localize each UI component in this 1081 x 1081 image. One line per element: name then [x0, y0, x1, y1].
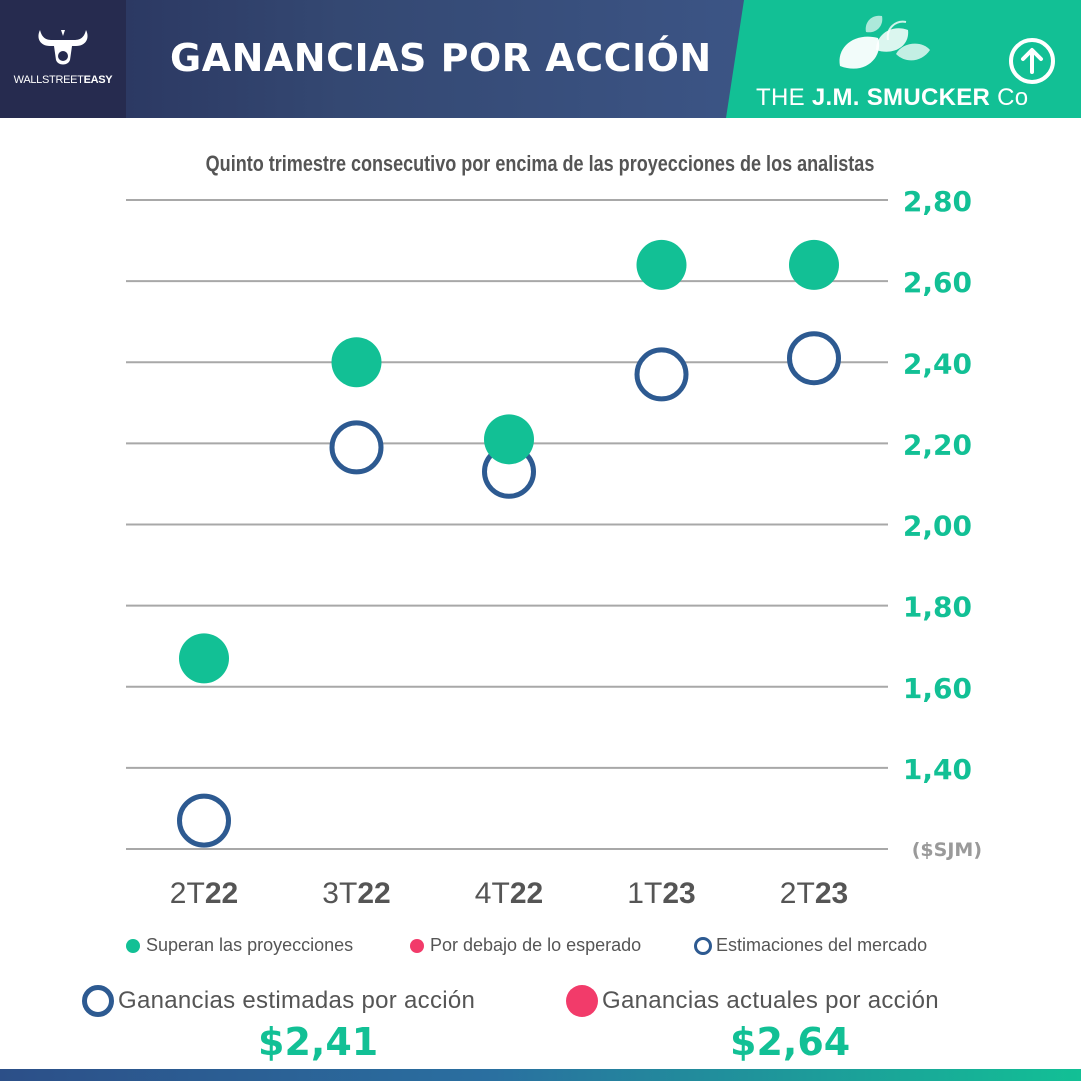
- arrow-up-circle-icon: [1009, 38, 1055, 84]
- x-tick-label: 4T22: [475, 877, 543, 910]
- estimated-eps: Ganancias estimadas por acción: [82, 985, 475, 1017]
- actual-point: [179, 633, 229, 684]
- estimated-eps-label: Ganancias estimadas por acción: [118, 987, 476, 1014]
- ring-icon: [82, 985, 114, 1017]
- estimate-point: [329, 420, 384, 475]
- filled-dot-icon: [126, 938, 140, 953]
- y-tick-label: 1,40: [903, 753, 972, 786]
- filled-dot-icon: [566, 985, 598, 1017]
- leaves-logo-icon: [839, 15, 930, 69]
- legend-item-beat: Superan las proyecciones: [126, 935, 353, 956]
- y-tick-label: 2,00: [903, 510, 972, 543]
- actual-point: [636, 239, 687, 290]
- legend-item-estimate: Estimaciones del mercado: [694, 935, 927, 956]
- y-tick-label: 2,40: [903, 347, 972, 380]
- eps-scatter-chart: 2,80 2,60 2,40 2,20 2,00 1,80 1,60 1,40 ($SJM) 2T…: [126, 185, 982, 910]
- bull-logo-icon: [38, 30, 88, 65]
- ring-icon: [694, 936, 712, 955]
- estimate-point: [634, 347, 689, 402]
- x-tick-label: 2T23: [780, 877, 848, 910]
- actual-point: [789, 239, 839, 290]
- chart-legend: Superan las proyecciones Por debajo de l…: [0, 935, 1081, 959]
- footer-bar: [0, 1069, 1081, 1081]
- page-title: GANANCIAS POR ACCIÓN: [170, 36, 712, 80]
- legend-label: Por debajo de lo esperado: [430, 935, 642, 955]
- actual-point: [331, 337, 382, 388]
- y-tick-label: 1,60: [903, 672, 972, 705]
- y-tick-label: 2,20: [903, 428, 972, 461]
- company-name: THE J.M. SMUCKER Co: [756, 84, 1029, 111]
- x-tick-label: 3T22: [322, 877, 390, 910]
- legend-label: Superan las proyecciones: [146, 935, 354, 955]
- x-tick-label: 2T22: [170, 877, 238, 910]
- y-tick-label: 2,80: [903, 185, 972, 218]
- y-tick-label: 2,60: [903, 266, 972, 299]
- y-axis-unit-label: ($SJM): [912, 839, 982, 861]
- estimate-point: [177, 793, 231, 848]
- actual-eps-value: $2,64: [730, 1020, 851, 1064]
- brand-logo: WALLSTREETEASY: [0, 0, 126, 118]
- x-tick-label: 1T23: [627, 877, 695, 910]
- legend-item-miss: Por debajo de lo esperado: [410, 935, 641, 956]
- actual-point: [484, 414, 534, 465]
- filled-dot-icon: [410, 938, 424, 953]
- actual-eps-label: Ganancias actuales por acción: [602, 987, 939, 1014]
- legend-label: Estimaciones del mercado: [716, 935, 928, 955]
- estimate-point: [787, 331, 841, 386]
- brand-name: WALLSTREETEASY: [13, 74, 113, 86]
- chart-subtitle: Quinto trimestre consecutivo por encima …: [205, 151, 875, 176]
- header-banner: WALLSTREETEASY GANANCIAS POR ACCIÓN THE …: [0, 0, 1081, 118]
- estimated-eps-value: $2,41: [258, 1020, 379, 1064]
- header-title-panel: [0, 0, 760, 118]
- y-tick-label: 1,80: [903, 591, 972, 624]
- actual-eps: Ganancias actuales por acción: [566, 985, 939, 1017]
